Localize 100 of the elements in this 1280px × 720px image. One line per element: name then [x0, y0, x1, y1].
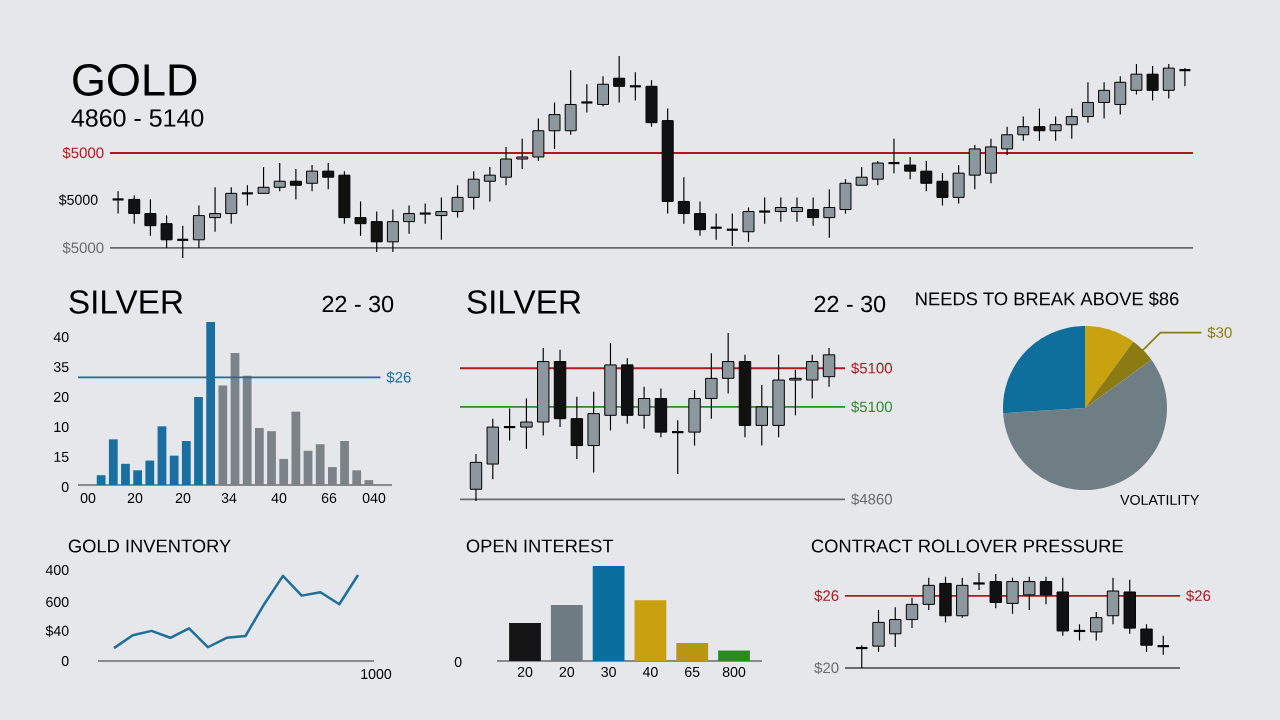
x-tick-label: 40	[642, 666, 658, 677]
candlestick	[989, 573, 1002, 609]
candlestick	[467, 170, 480, 211]
candlestick	[516, 138, 529, 170]
chart-title: GOLD INVENTORY	[68, 539, 231, 553]
candlestick	[887, 138, 901, 174]
bar	[676, 642, 709, 661]
text: 35	[53, 362, 69, 373]
chart-subtitle: 22 - 30	[322, 295, 394, 313]
candlestick	[386, 208, 399, 253]
bar	[267, 431, 276, 485]
text: $5100	[851, 362, 893, 375]
candlestick	[1114, 75, 1127, 116]
candlestick	[144, 198, 157, 237]
candlestick	[1065, 107, 1078, 140]
candlestick	[1039, 576, 1053, 605]
bar	[121, 463, 130, 485]
candlestick	[403, 204, 416, 235]
bar	[291, 411, 301, 485]
candlestick	[451, 184, 464, 219]
candlestick	[1146, 65, 1159, 102]
bar	[194, 396, 203, 485]
candlestick	[289, 168, 302, 201]
text: $5100	[851, 400, 893, 413]
candlestick	[628, 71, 642, 102]
bar	[364, 480, 374, 485]
candlestick	[822, 347, 836, 388]
bar	[96, 475, 106, 485]
candlestick	[1140, 623, 1153, 653]
candlestick	[1033, 107, 1046, 142]
candlestick	[322, 162, 335, 190]
candlestick	[613, 55, 626, 104]
text: 66	[321, 493, 337, 504]
text: 34	[221, 493, 237, 504]
x-tick-label: 20	[517, 666, 533, 677]
bar	[303, 450, 313, 485]
bar	[218, 385, 228, 485]
candlestick	[176, 225, 190, 259]
x-tick-label: 65	[685, 666, 700, 677]
bar	[145, 460, 155, 485]
text: 400	[45, 565, 69, 576]
text: 20	[175, 493, 191, 504]
candlestick	[1006, 577, 1019, 615]
bar	[169, 455, 179, 485]
text: $5000	[58, 194, 98, 206]
candlestick	[725, 212, 739, 247]
bar	[242, 375, 252, 485]
candlestick	[435, 196, 448, 241]
bar	[315, 444, 325, 485]
candlestick	[789, 369, 802, 416]
candlestick	[855, 166, 868, 186]
x-tick-label: 20	[559, 666, 575, 677]
text: 0	[61, 656, 69, 667]
text: 10	[54, 422, 69, 433]
candlestick	[240, 184, 254, 207]
slice-label: VOLATILITY	[1120, 494, 1200, 505]
candlestick	[548, 101, 561, 150]
text: 040	[362, 493, 386, 504]
candlestick	[904, 156, 917, 180]
text: 4860 - 5140	[71, 109, 204, 127]
text: 0	[61, 482, 69, 493]
candlestick	[483, 166, 496, 203]
bar	[108, 439, 118, 485]
candlestick	[1081, 81, 1094, 124]
candlestick	[500, 146, 513, 186]
candlestick	[418, 202, 432, 225]
candlestick	[755, 384, 768, 447]
candlestick	[709, 212, 723, 241]
text: 20	[127, 493, 143, 504]
candlestick	[128, 194, 141, 225]
bar	[592, 566, 625, 661]
candlestick	[790, 196, 803, 223]
candlestick	[920, 160, 933, 192]
candlestick	[905, 597, 919, 629]
text: 1000	[361, 669, 392, 680]
candlestick	[758, 196, 772, 225]
bar	[279, 458, 289, 485]
text: 0	[454, 657, 462, 668]
bar	[352, 470, 362, 485]
text: $4860	[851, 493, 893, 506]
candlestick	[580, 83, 594, 114]
candlestick	[597, 75, 610, 108]
chart-title: SILVER	[69, 290, 183, 314]
chart-title: SILVER	[467, 290, 581, 314]
candlestick	[1017, 116, 1030, 142]
bar	[509, 623, 541, 661]
candlestick	[637, 386, 651, 430]
chart-title: NEEDS TO BREAK ABOVE $86	[916, 291, 1179, 307]
text: $26	[1186, 589, 1211, 602]
candlestick	[922, 577, 935, 611]
bar	[133, 470, 143, 485]
candlestick	[160, 214, 173, 249]
chart-title: CONTRACT ROLLOVER PRESSURE	[811, 539, 1123, 553]
candlestick	[694, 200, 706, 237]
candlestick	[936, 172, 949, 207]
candlestick	[972, 572, 986, 591]
candlestick	[721, 332, 735, 395]
candlestick	[774, 196, 787, 223]
bar	[340, 440, 349, 485]
candlestick	[111, 190, 125, 215]
